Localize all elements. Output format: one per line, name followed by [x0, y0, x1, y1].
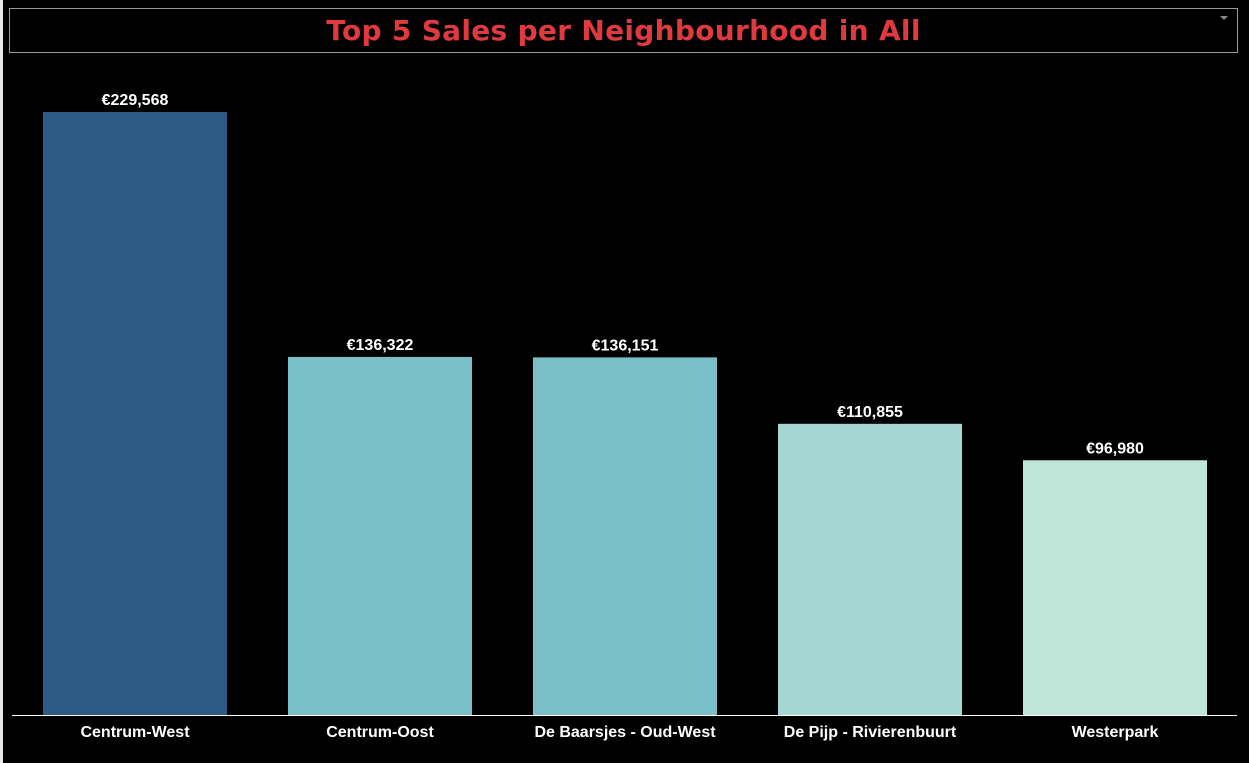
bar-2[interactable] [288, 356, 472, 715]
data-label-4: €110,855 [837, 404, 903, 421]
x-tick-label-3: De Baarsjes - Oud-West [534, 724, 716, 741]
x-tick-label-1: Centrum-West [80, 724, 190, 741]
bar-1[interactable] [43, 112, 227, 715]
window-edge [0, 0, 3, 763]
data-label-5: €96,980 [1086, 440, 1144, 457]
bar-5[interactable] [1023, 460, 1207, 715]
x-tick-label-2: Centrum-Oost [326, 724, 434, 741]
bar-4[interactable] [778, 423, 962, 715]
x-tick-label-5: Westerpark [1072, 724, 1159, 741]
data-label-2: €136,322 [347, 337, 414, 354]
title-box: Top 5 Sales per Neighbourhood in All [9, 8, 1238, 53]
data-label-3: €136,151 [592, 337, 659, 354]
chevron-down-icon[interactable] [1220, 16, 1228, 20]
chart-title: Top 5 Sales per Neighbourhood in All [326, 14, 921, 47]
data-label-1: €229,568 [102, 92, 169, 109]
x-tick-label-4: De Pijp - Rivierenbuurt [784, 724, 957, 741]
bar-3[interactable] [533, 357, 717, 715]
